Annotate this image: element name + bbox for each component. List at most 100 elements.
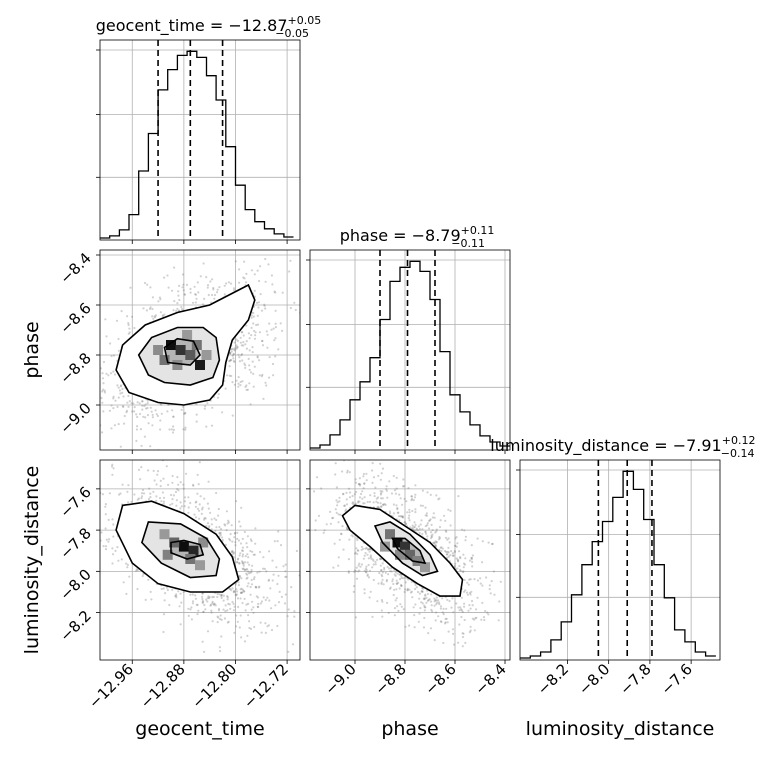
sample-point xyxy=(156,470,160,473)
sample-point xyxy=(242,276,245,279)
sample-point xyxy=(424,530,427,533)
sample-point xyxy=(218,532,221,535)
sample-point xyxy=(441,547,444,550)
sample-point xyxy=(481,561,484,564)
sample-point xyxy=(203,603,206,607)
sample-point xyxy=(398,493,401,496)
sample-point xyxy=(410,497,414,501)
sample-point xyxy=(440,546,443,549)
sample-point xyxy=(421,528,424,531)
sample-point xyxy=(356,538,359,542)
sample-point xyxy=(374,563,377,566)
sample-point xyxy=(220,593,223,597)
sample-point xyxy=(308,444,310,446)
sample-point xyxy=(285,575,288,578)
sample-point xyxy=(142,492,146,495)
sample-point xyxy=(421,532,424,536)
sample-point xyxy=(435,530,438,533)
sample-point xyxy=(175,594,178,597)
sample-point xyxy=(421,587,424,590)
sample-point xyxy=(86,376,88,378)
sample-point xyxy=(433,639,436,642)
sample-point xyxy=(136,401,139,404)
sample-point xyxy=(240,587,243,590)
sample-point xyxy=(417,525,420,528)
sample-point xyxy=(455,557,458,560)
sample-point xyxy=(252,315,255,318)
contour-line-3 xyxy=(170,539,205,560)
sample-point xyxy=(237,382,240,385)
sample-point xyxy=(375,500,378,503)
sample-point xyxy=(279,322,282,325)
sample-point xyxy=(158,296,161,299)
panel-frame xyxy=(309,459,511,661)
sample-point xyxy=(273,540,276,543)
sample-point xyxy=(229,359,233,362)
sample-point xyxy=(392,582,395,586)
sample-point xyxy=(368,596,371,599)
sample-point xyxy=(293,301,296,304)
sample-point xyxy=(248,626,251,630)
sample-point xyxy=(386,601,389,605)
sample-point xyxy=(149,445,152,448)
sample-point xyxy=(342,493,345,496)
sample-point xyxy=(166,274,169,277)
sample-point xyxy=(254,331,257,334)
sample-point xyxy=(172,415,175,418)
y-tick-label: −8.8 xyxy=(56,349,94,387)
sample-point xyxy=(381,497,384,500)
sample-point xyxy=(252,385,255,388)
sample-point xyxy=(194,301,197,304)
sample-point xyxy=(210,424,214,427)
sample-point xyxy=(182,487,185,490)
sample-point xyxy=(212,603,215,606)
sample-point xyxy=(102,382,105,385)
sample-point xyxy=(395,582,398,585)
sample-point xyxy=(393,573,396,576)
sample-point xyxy=(460,609,464,612)
sample-point xyxy=(377,582,380,585)
x-tick-label: −12.88 xyxy=(137,660,189,712)
sample-point xyxy=(492,570,495,573)
sample-point xyxy=(196,473,199,476)
sample-point xyxy=(429,518,432,521)
sample-point xyxy=(423,598,426,601)
sample-point xyxy=(86,479,88,481)
sample-point xyxy=(347,571,350,574)
sample-point xyxy=(368,548,372,551)
sample-point xyxy=(499,580,502,583)
sample-point xyxy=(230,524,233,527)
sample-point xyxy=(356,549,359,552)
sample-point xyxy=(168,603,171,607)
sample-point xyxy=(426,599,429,602)
sample-point xyxy=(354,570,357,573)
sample-point xyxy=(237,376,240,379)
sample-point xyxy=(202,262,205,265)
sample-point xyxy=(208,456,210,458)
sample-point xyxy=(423,609,426,612)
sample-point xyxy=(453,549,456,553)
sample-point xyxy=(435,596,438,599)
sample-point xyxy=(251,550,254,553)
sample-point xyxy=(440,549,443,553)
sample-point xyxy=(442,607,445,611)
sample-point xyxy=(264,307,267,310)
sample-point xyxy=(213,602,216,605)
sample-point xyxy=(104,503,107,506)
sample-point xyxy=(179,507,182,510)
sample-point xyxy=(116,384,119,387)
sample-point xyxy=(92,384,94,386)
sample-point xyxy=(231,587,234,590)
sample-point xyxy=(385,485,388,488)
sample-point xyxy=(277,530,280,533)
sample-point xyxy=(438,497,441,500)
sample-point xyxy=(195,413,198,416)
title-luminosity_distance: luminosity_distance = −7.91+0.12 xyxy=(490,434,755,456)
sample-point xyxy=(244,281,248,284)
sample-point xyxy=(354,502,357,505)
sample-point xyxy=(446,598,449,602)
sample-point xyxy=(126,490,129,493)
sample-point xyxy=(470,556,473,560)
sample-point xyxy=(418,592,421,595)
sample-point xyxy=(445,530,448,533)
